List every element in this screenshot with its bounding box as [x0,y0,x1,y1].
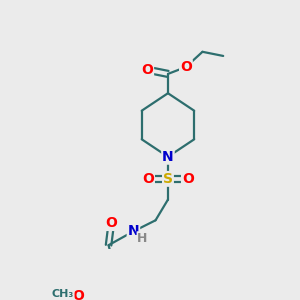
Text: O: O [180,60,192,74]
Text: S: S [163,172,173,186]
Text: O: O [141,63,153,77]
Text: O: O [72,289,84,300]
Text: O: O [142,172,154,186]
Text: N: N [162,150,174,164]
Text: O: O [105,216,117,230]
Text: CH₃: CH₃ [52,289,74,299]
Text: O: O [182,172,194,186]
Text: H: H [137,232,148,245]
Text: N: N [128,224,139,239]
